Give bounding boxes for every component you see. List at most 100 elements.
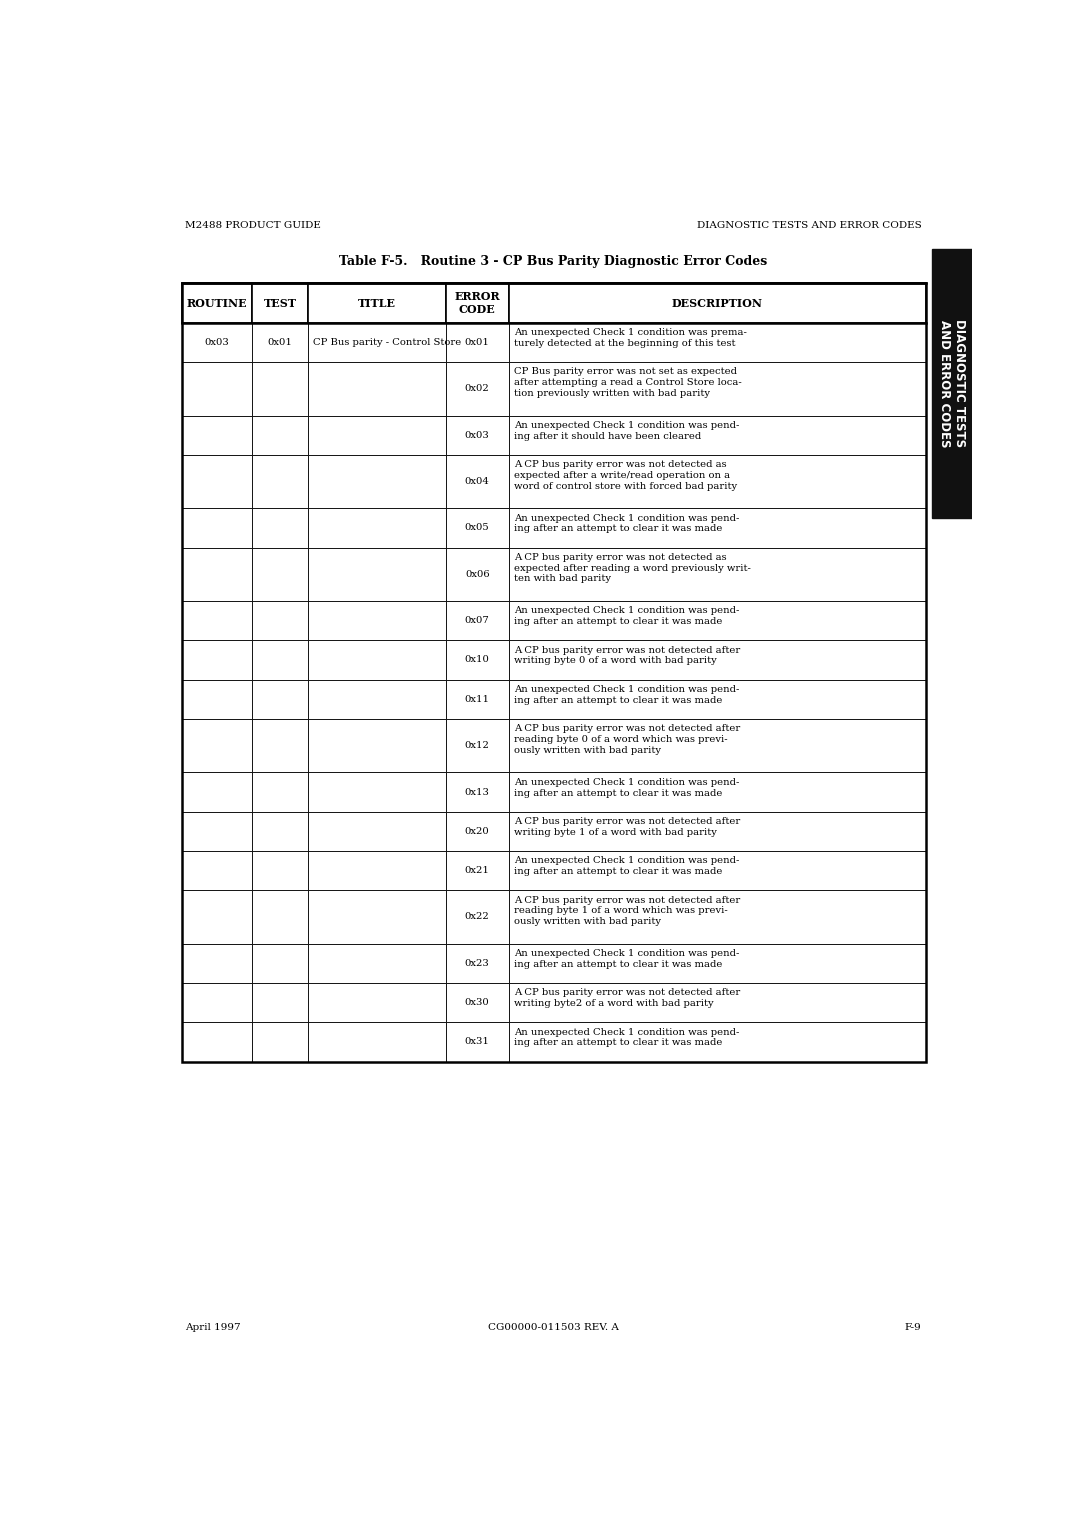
Bar bbox=[181, 944, 253, 983]
Bar bbox=[446, 284, 509, 322]
Bar bbox=[253, 509, 308, 547]
Bar bbox=[509, 455, 926, 509]
Bar bbox=[181, 640, 253, 680]
Bar bbox=[509, 773, 926, 811]
Bar bbox=[308, 455, 446, 509]
Text: An unexpected Check 1 condition was pend-
ing after an attempt to clear it was m: An unexpected Check 1 condition was pend… bbox=[514, 685, 740, 704]
Bar bbox=[181, 983, 253, 1022]
Text: 0x05: 0x05 bbox=[464, 524, 489, 532]
Bar bbox=[509, 416, 926, 455]
Bar bbox=[446, 640, 509, 680]
Bar bbox=[446, 1022, 509, 1062]
Bar bbox=[253, 851, 308, 891]
Text: An unexpected Check 1 condition was prema-
turely detected at the beginning of t: An unexpected Check 1 condition was prem… bbox=[514, 329, 747, 348]
Text: TITLE: TITLE bbox=[357, 298, 395, 309]
Bar bbox=[181, 680, 253, 718]
Bar bbox=[446, 891, 509, 944]
Text: April 1997: April 1997 bbox=[186, 1323, 241, 1332]
Text: ROUTINE: ROUTINE bbox=[187, 298, 247, 309]
Text: 0x20: 0x20 bbox=[464, 827, 489, 836]
Bar bbox=[253, 455, 308, 509]
Bar bbox=[446, 416, 509, 455]
Bar bbox=[308, 1022, 446, 1062]
Bar bbox=[446, 601, 509, 640]
Bar bbox=[181, 362, 253, 416]
Text: 0x07: 0x07 bbox=[464, 616, 489, 625]
Bar bbox=[181, 851, 253, 891]
Text: 0x22: 0x22 bbox=[464, 912, 489, 921]
Bar bbox=[308, 811, 446, 851]
Bar bbox=[446, 983, 509, 1022]
Bar bbox=[308, 322, 446, 362]
Bar bbox=[181, 891, 253, 944]
Bar bbox=[181, 773, 253, 811]
Text: 0x11: 0x11 bbox=[464, 695, 489, 704]
Text: CG00000-011503 REV. A: CG00000-011503 REV. A bbox=[488, 1323, 619, 1332]
Text: 0x13: 0x13 bbox=[464, 787, 489, 796]
Bar bbox=[308, 718, 446, 773]
Bar bbox=[253, 773, 308, 811]
Bar bbox=[253, 416, 308, 455]
Text: A CP bus parity error was not detected after
writing byte 0 of a word with bad p: A CP bus parity error was not detected a… bbox=[514, 646, 741, 666]
Bar bbox=[446, 811, 509, 851]
Bar bbox=[308, 680, 446, 718]
Text: A CP bus parity error was not detected as
expected after reading a word previous: A CP bus parity error was not detected a… bbox=[514, 553, 752, 584]
Bar bbox=[446, 322, 509, 362]
Bar bbox=[308, 547, 446, 601]
Bar bbox=[253, 547, 308, 601]
Bar bbox=[509, 1022, 926, 1062]
Text: An unexpected Check 1 condition was pend-
ing after an attempt to clear it was m: An unexpected Check 1 condition was pend… bbox=[514, 778, 740, 798]
Bar bbox=[308, 891, 446, 944]
Bar bbox=[253, 718, 308, 773]
Text: An unexpected Check 1 condition was pend-
ing after an attempt to clear it was m: An unexpected Check 1 condition was pend… bbox=[514, 856, 740, 876]
Bar bbox=[308, 773, 446, 811]
Text: 0x10: 0x10 bbox=[464, 656, 489, 665]
Bar bbox=[181, 547, 253, 601]
Bar bbox=[308, 362, 446, 416]
Bar bbox=[446, 362, 509, 416]
Text: 0x04: 0x04 bbox=[464, 477, 489, 486]
Bar bbox=[181, 1022, 253, 1062]
Text: 0x03: 0x03 bbox=[204, 338, 229, 347]
Bar bbox=[509, 944, 926, 983]
Bar bbox=[308, 983, 446, 1022]
Text: 0x30: 0x30 bbox=[464, 998, 489, 1007]
Bar bbox=[446, 547, 509, 601]
Bar bbox=[308, 509, 446, 547]
Bar bbox=[253, 640, 308, 680]
Bar bbox=[509, 891, 926, 944]
Bar bbox=[509, 640, 926, 680]
Text: DIAGNOSTIC TESTS AND ERROR CODES: DIAGNOSTIC TESTS AND ERROR CODES bbox=[697, 222, 921, 231]
Bar bbox=[509, 680, 926, 718]
Bar bbox=[181, 509, 253, 547]
Bar bbox=[446, 773, 509, 811]
Bar bbox=[253, 601, 308, 640]
Bar bbox=[308, 284, 446, 322]
Text: DESCRIPTION: DESCRIPTION bbox=[672, 298, 762, 309]
Text: 0x03: 0x03 bbox=[464, 431, 489, 440]
Text: CP Bus parity - Control Store: CP Bus parity - Control Store bbox=[313, 338, 461, 347]
Bar bbox=[446, 851, 509, 891]
Bar bbox=[253, 362, 308, 416]
Bar bbox=[253, 680, 308, 718]
Bar bbox=[253, 891, 308, 944]
Bar bbox=[509, 322, 926, 362]
Text: TEST: TEST bbox=[264, 298, 297, 309]
Bar bbox=[181, 322, 253, 362]
Bar bbox=[308, 601, 446, 640]
Bar bbox=[446, 509, 509, 547]
Bar bbox=[446, 944, 509, 983]
Bar bbox=[509, 811, 926, 851]
Text: Table F-5.   Routine 3 - CP Bus Parity Diagnostic Error Codes: Table F-5. Routine 3 - CP Bus Parity Dia… bbox=[339, 255, 768, 269]
Bar bbox=[181, 416, 253, 455]
Text: A CP bus parity error was not detected after
reading byte 0 of a word which was : A CP bus parity error was not detected a… bbox=[514, 724, 741, 755]
Bar bbox=[181, 284, 926, 1062]
Bar bbox=[446, 455, 509, 509]
Text: A CP bus parity error was not detected as
expected after a write/read operation : A CP bus parity error was not detected a… bbox=[514, 460, 738, 490]
Bar bbox=[509, 362, 926, 416]
Text: 0x06: 0x06 bbox=[464, 570, 489, 579]
Text: A CP bus parity error was not detected after
writing byte 1 of a word with bad p: A CP bus parity error was not detected a… bbox=[514, 817, 741, 837]
Bar bbox=[509, 851, 926, 891]
Bar bbox=[509, 284, 926, 322]
Bar bbox=[509, 547, 926, 601]
